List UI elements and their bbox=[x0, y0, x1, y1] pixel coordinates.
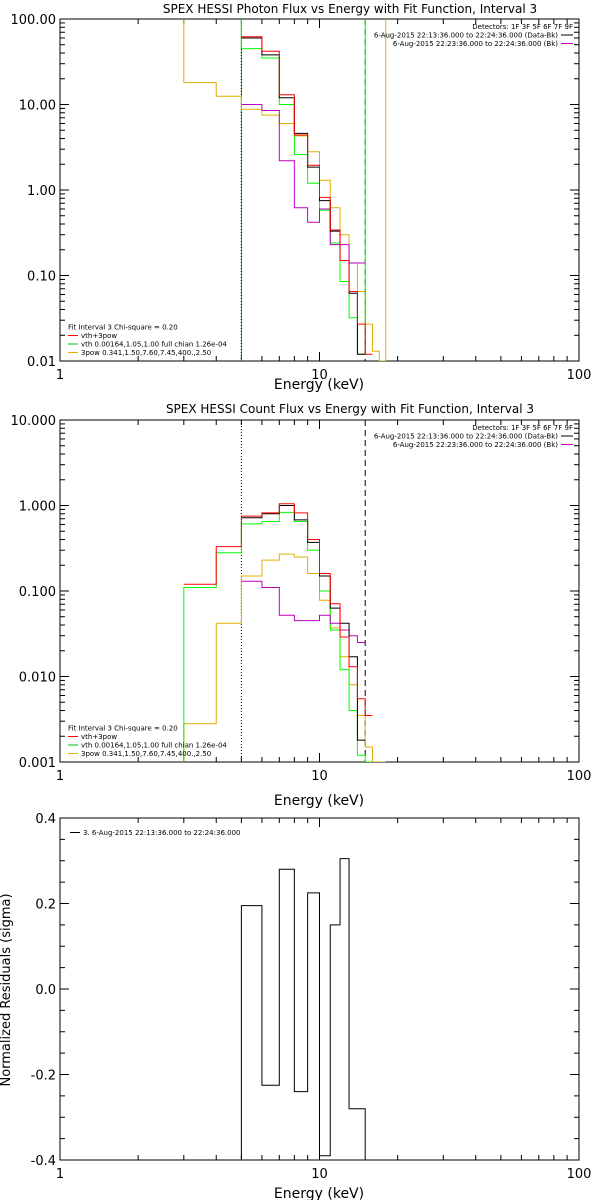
count-y-ticks: 0.001 0.010 0.100 1.000 10.000 bbox=[11, 414, 579, 771]
count-legend-entry: 6-Aug-2015 22:23:36.000 to 22:24:36.000 … bbox=[393, 441, 558, 449]
count-legend-header: Detectors: 1F 3F 5F 6F 7F 9F bbox=[472, 424, 573, 432]
count-x-tick-label: 10 bbox=[311, 769, 328, 784]
photon-legend-entry: vth+3pow bbox=[81, 332, 117, 340]
residual-y-tick-label: -0.2 bbox=[31, 1069, 56, 1084]
residuals-ylabel: Normalized Residuals (sigma) bbox=[0, 893, 14, 1086]
photon-series-vth-3pow bbox=[241, 36, 373, 355]
photon-x-tick-label: 10 bbox=[311, 368, 328, 383]
photon-flux-plot-area: 1 10 100 0.01 0.10 1.00 10.00 100.00 Detectors: … bbox=[11, 13, 592, 383]
residual-x-tick-label: 100 bbox=[567, 1167, 592, 1182]
residual-series-group bbox=[240, 858, 366, 1160]
photon-flux-panel: SPEX HESSI Photon Flux vs Energy with Fi… bbox=[11, 2, 592, 393]
photon-legend-entry: 6-Aug-2015 22:23:36.000 to 22:24:36.000 … bbox=[393, 40, 558, 48]
residual-x-ticks: 1 10 100 bbox=[56, 818, 592, 1182]
count-y-tick-label: 0.001 bbox=[19, 756, 56, 771]
residual-legend-top-left: 3. 6-Aug-2015 22:13:36.000 to 22:24:36.0… bbox=[70, 829, 241, 837]
photon-series-data-bk bbox=[241, 37, 366, 355]
photon-series-group bbox=[183, 19, 387, 361]
photon-legend-entry: vth 0.00164,1.05,1.00 full chian 1.26e-0… bbox=[81, 341, 227, 349]
count-y-tick-label: 0.010 bbox=[19, 671, 56, 686]
count-flux-xlabel: Energy (keV) bbox=[274, 793, 364, 809]
residual-x-tick-label: 1 bbox=[56, 1167, 64, 1182]
residual-y-tick-label: 0.0 bbox=[35, 983, 56, 998]
residual-y-ticks: -0.4 -0.2 0.0 0.2 0.4 bbox=[31, 812, 579, 1169]
count-flux-panel: SPEX HESSI Count Flux vs Energy with Fit… bbox=[11, 402, 592, 809]
count-series-data-bk bbox=[241, 505, 366, 741]
count-x-tick-label: 1 bbox=[56, 769, 64, 784]
photon-legend-entry: 3pow 0.341,1.50,7.60,7.45,400.,2.50 bbox=[81, 349, 211, 357]
photon-legend-entry: 6-Aug-2015 22:13:36.000 to 22:24:36.000 … bbox=[374, 32, 558, 40]
photon-series-bk bbox=[241, 104, 366, 264]
photon-y-tick-label: 10.00 bbox=[19, 99, 56, 114]
count-series-bk bbox=[241, 580, 366, 643]
count-x-tick-label: 100 bbox=[567, 769, 592, 784]
count-flux-title: SPEX HESSI Count Flux vs Energy with Fit… bbox=[166, 402, 534, 416]
photon-legend-bottom-left: Fit Interval 3 Chi-square = 0.20vth+3pow… bbox=[68, 324, 227, 357]
residual-x-tick-label: 10 bbox=[311, 1167, 328, 1182]
photon-series-vth bbox=[240, 19, 366, 355]
count-legend-entry: vth 0.00164,1.05,1.00 full chian 1.26e-0… bbox=[81, 742, 227, 750]
photon-y-tick-label: 0.01 bbox=[27, 355, 56, 370]
photon-x-tick-label: 100 bbox=[567, 368, 592, 383]
residuals-panel: Energy (keV) Normalized Residuals (sigma… bbox=[0, 812, 591, 1200]
photon-y-tick-label: 1.00 bbox=[27, 184, 56, 199]
count-legend-bottom-left: Fit Interval 3 Chi-square = 0.20vth+3pow… bbox=[68, 725, 227, 758]
residuals-xlabel: Energy (keV) bbox=[274, 1186, 364, 1200]
photon-legend-top-right: Detectors: 1F 3F 5F 6F 7F 9F6-Aug-2015 2… bbox=[374, 23, 573, 48]
photon-y-tick-label: 0.10 bbox=[27, 270, 56, 285]
count-y-tick-label: 10.000 bbox=[11, 414, 57, 429]
photon-x-tick-label: 1 bbox=[56, 368, 64, 383]
count-y-tick-label: 1.000 bbox=[19, 500, 56, 515]
photon-y-tick-label: 100.00 bbox=[11, 13, 57, 28]
count-legend-header: Fit Interval 3 Chi-square = 0.20 bbox=[68, 725, 178, 733]
count-flux-plot-area: 1 10 100 0.001 0.010 0.100 1.000 10.000 Detector… bbox=[11, 414, 592, 784]
residual-y-tick-label: -0.4 bbox=[31, 1154, 56, 1169]
residual-series-residuals bbox=[240, 858, 366, 1160]
count-legend-entry: vth+3pow bbox=[81, 733, 117, 741]
residual-y-tick-label: 0.4 bbox=[35, 812, 56, 827]
count-legend-top-right: Detectors: 1F 3F 5F 6F 7F 9F6-Aug-2015 2… bbox=[374, 424, 573, 449]
count-legend-entry: 3pow 0.341,1.50,7.60,7.45,400.,2.50 bbox=[81, 750, 211, 758]
photon-flux-title: SPEX HESSI Photon Flux vs Energy with Fi… bbox=[163, 2, 537, 16]
count-series-vth-3pow bbox=[183, 503, 373, 716]
photon-flux-xlabel: Energy (keV) bbox=[274, 377, 364, 393]
count-y-tick-label: 0.100 bbox=[19, 585, 56, 600]
residual-legend-entry: 3. 6-Aug-2015 22:13:36.000 to 22:24:36.0… bbox=[83, 829, 241, 837]
count-series-group bbox=[183, 503, 386, 762]
count-legend-entry: 6-Aug-2015 22:13:36.000 to 22:24:36.000 … bbox=[374, 433, 558, 441]
residuals-plot-area: 1 10 100 -0.4 -0.2 0.0 0.2 0.4 3. 6-Aug-2015 22:… bbox=[31, 812, 592, 1182]
photon-legend-header: Detectors: 1F 3F 5F 6F 7F 9F bbox=[472, 23, 573, 31]
residual-y-tick-label: 0.2 bbox=[35, 898, 56, 913]
photon-legend-header: Fit Interval 3 Chi-square = 0.20 bbox=[68, 324, 178, 332]
count-x-ticks: 1 10 100 bbox=[56, 420, 592, 784]
photon-y-ticks: 0.01 0.10 1.00 10.00 100.00 bbox=[11, 13, 579, 370]
count-series-3pow bbox=[183, 553, 386, 762]
photon-series-3pow bbox=[183, 19, 387, 361]
